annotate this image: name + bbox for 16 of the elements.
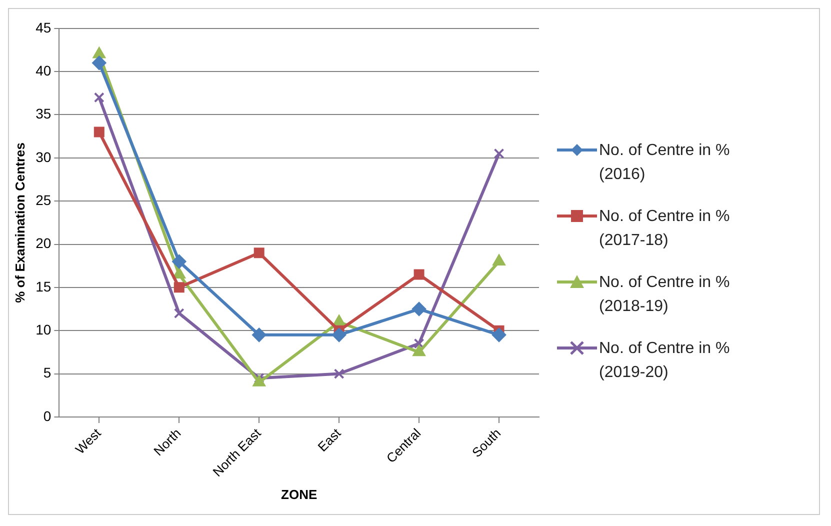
y-tick-label: 5	[43, 364, 52, 380]
y-tick-label: 0	[43, 407, 52, 424]
legend-label: No. of Centre in % (2018-19)	[599, 272, 731, 316]
y-axis-title: % of Examination Centres	[12, 142, 28, 302]
legend-label: No. of Centre in % (2017-18)	[599, 206, 731, 250]
legend-label: No. of Centre in % (2019-20)	[599, 338, 731, 382]
y-tick-label: 45	[36, 18, 52, 35]
x-axis-title: ZONE	[281, 486, 318, 502]
y-tick-label: 10	[36, 320, 52, 337]
y-tick-label: 30	[36, 148, 52, 164]
y-tick-label: 20	[36, 234, 52, 251]
y-tick-label: 35	[36, 105, 52, 122]
y-tick-label: 25	[36, 191, 52, 208]
legend-label: No. of Centre in % (2016)	[599, 140, 731, 184]
y-tick-label: 40	[36, 62, 52, 78]
y-tick-label: 15	[36, 278, 52, 294]
